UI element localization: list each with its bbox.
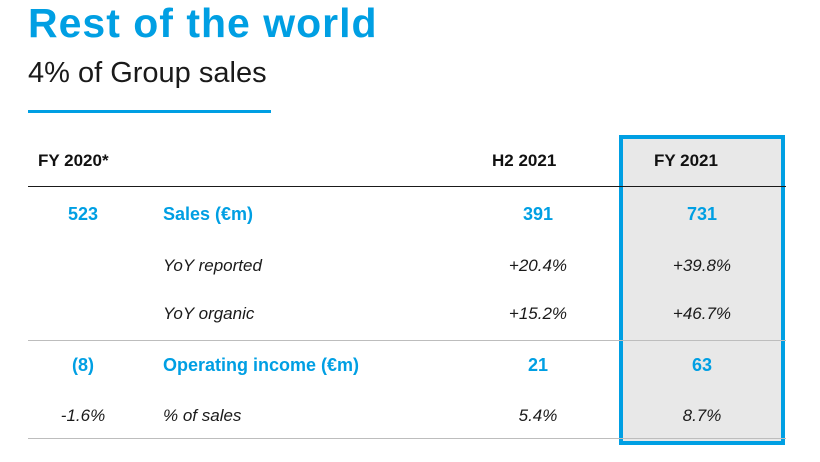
pct-of-sales-fy2021: 8.7% [682,406,722,425]
operating-income-label: Operating income (€m) [163,355,360,375]
page-subtitle: 4% of Group sales [28,57,267,89]
fy2021-highlight-column [619,135,785,445]
title-underline [28,110,271,113]
pct-of-sales-fy2020: -1.6% [60,406,106,425]
yoy-reported-h2-2021: +20.4% [508,256,568,275]
yoy-reported-label: YoY reported [163,256,262,275]
header-fy2020: FY 2020* [38,151,109,170]
operating-income-fy2020: (8) [72,355,94,375]
yoy-organic-label: YoY organic [163,304,255,323]
operating-income-h2-2021: 21 [527,355,549,375]
sales-label: Sales (€m) [163,204,254,224]
pct-of-sales-h2-2021: 5.4% [518,406,558,425]
section-divider [28,340,786,341]
sales-fy2021: 731 [686,204,718,224]
sales-fy2020: 523 [67,204,99,224]
yoy-reported-fy2021: +39.8% [672,256,732,275]
sales-h2-2021: 391 [522,204,554,224]
table-bottom-divider [28,438,786,439]
yoy-organic-fy2021: +46.7% [672,304,732,323]
page-title: Rest of the world [28,0,378,46]
header-divider [28,186,786,187]
operating-income-fy2021: 63 [691,355,713,375]
pct-of-sales-label: % of sales [163,406,242,425]
header-h2-2021: H2 2021 [492,151,557,170]
header-fy2021: FY 2021 [654,151,718,170]
yoy-organic-h2-2021: +15.2% [508,304,568,323]
